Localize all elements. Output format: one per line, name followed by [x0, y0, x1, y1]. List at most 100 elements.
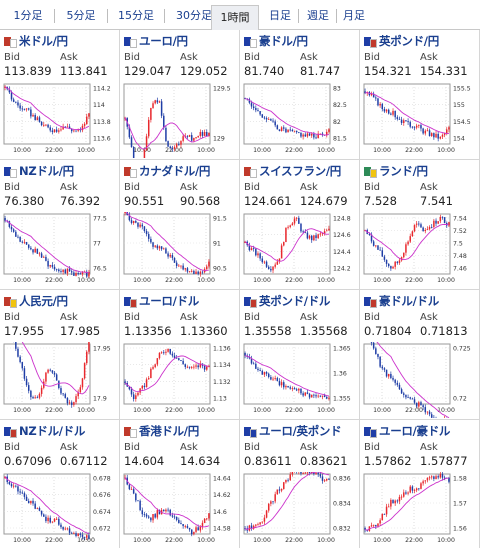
- candlestick-chart[interactable]: 17.95 17.9 10:00 22:00 10:00: [2, 342, 119, 418]
- bid-label: Bid: [124, 312, 140, 323]
- moving-average-line: [364, 477, 449, 531]
- candle-body: [58, 380, 60, 389]
- ask-label: Ask: [180, 442, 198, 453]
- candlestick-chart[interactable]: 155.5 155 154.5 154 10:00 22:00 10:00: [362, 82, 479, 158]
- candlestick-chart[interactable]: 77.5 77 76.5 10:00 22:00 10:00: [2, 212, 119, 288]
- candle-body: [81, 125, 84, 131]
- pair-link[interactable]: スイスフラン/円: [244, 163, 341, 179]
- pair-link[interactable]: 米ドル/円: [4, 33, 68, 49]
- candlestick-chart[interactable]: 1.365 1.36 1.355 10:00 22:00 10:00: [242, 342, 359, 418]
- candle-body: [190, 270, 193, 272]
- candle-body: [394, 379, 396, 383]
- candle-body: [25, 496, 28, 502]
- candle-body: [443, 477, 446, 479]
- tab-timeframe[interactable]: 5分足: [66, 9, 96, 22]
- candle-body: [79, 273, 82, 275]
- tab-timeframe[interactable]: 15分足: [118, 9, 154, 22]
- pair-link[interactable]: NZドル/ドル: [4, 423, 85, 439]
- candle-body: [255, 108, 257, 111]
- candlestick-chart[interactable]: 124.8 124.6 124.4 124.2 10:00 22:00 10:00: [242, 212, 359, 288]
- candle-body: [180, 523, 182, 525]
- pair-link[interactable]: 英ポンド/円: [364, 33, 439, 49]
- candle-body: [47, 369, 49, 373]
- candle-body: [319, 395, 322, 397]
- candlestick-chart[interactable]: 0.836 0.834 0.832 10:00 22:00 10:00: [242, 472, 359, 548]
- candle-body: [313, 133, 315, 138]
- candle-body: [252, 106, 255, 109]
- candle-body: [398, 260, 401, 263]
- x-tick-label: 22:00: [165, 147, 183, 154]
- candlestick-chart[interactable]: 0.725 0.72 10:00 22:00 10:00: [362, 342, 479, 418]
- flag-base-icon: [4, 296, 11, 306]
- candle-body: [193, 531, 195, 535]
- candle-body: [165, 127, 167, 142]
- candle-body: [201, 132, 204, 136]
- candlestick-chart[interactable]: 1.136 1.134 1.132 1.13 10:00 22:00 10:00: [122, 342, 239, 418]
- candle-body: [154, 245, 156, 247]
- candle-body: [154, 514, 156, 518]
- bid-label: Bid: [124, 52, 140, 63]
- pair-link[interactable]: 香港ドル/円: [124, 423, 199, 439]
- candle-body: [430, 227, 433, 228]
- y-tick-label: 1.132: [213, 379, 231, 386]
- pair-link[interactable]: 英ポンド/ドル: [244, 293, 330, 309]
- candle-body: [385, 259, 388, 264]
- candle-body: [208, 366, 210, 367]
- candle-body: [10, 484, 13, 487]
- tab-timeframe[interactable]: 1時間足: [211, 5, 259, 48]
- pair-link[interactable]: ユーロ/豪ドル: [364, 423, 450, 439]
- candlestick-chart[interactable]: 83 82.5 82 81.5 10:00 22:00 10:00: [242, 82, 359, 158]
- candle-body: [252, 363, 255, 365]
- tab-timeframe[interactable]: 日足: [269, 9, 291, 22]
- x-tick-label: 10:00: [197, 277, 215, 284]
- pair-link[interactable]: 人民元/円: [4, 293, 68, 309]
- tab-timeframe[interactable]: 1分足: [13, 9, 43, 22]
- candle-body: [250, 525, 253, 529]
- bid-label: Bid: [124, 182, 140, 193]
- y-tick-label: 154: [453, 136, 465, 143]
- candle-body: [88, 535, 90, 539]
- candle-body: [430, 133, 433, 136]
- candle-body: [40, 253, 43, 258]
- candle-body: [165, 509, 167, 512]
- currency-flag-icon: [364, 36, 377, 48]
- pair-link[interactable]: NZドル/円: [4, 163, 74, 179]
- candle-body: [58, 130, 60, 132]
- tab-timeframe[interactable]: 30分足: [176, 9, 212, 22]
- candle-body: [413, 127, 416, 129]
- candle-body: [150, 368, 152, 379]
- candlestick-chart[interactable]: 7.54 7.52 7.5 7.48 7.46 10:00 22:00 10:00: [362, 212, 479, 288]
- x-tick-label: 22:00: [405, 147, 423, 154]
- plot-frame: [3, 343, 91, 405]
- candle-body: [278, 258, 281, 262]
- candle-body: [300, 388, 302, 394]
- pair-link[interactable]: 豪ドル/ドル: [364, 293, 439, 309]
- moving-average-line: [376, 342, 450, 418]
- candle-body: [158, 352, 161, 359]
- candle-body: [328, 397, 330, 399]
- candlestick-chart[interactable]: 0.678 0.676 0.674 0.672 10:00 22:00 10:00: [2, 472, 119, 548]
- candlestick-chart[interactable]: 129.5 129 10:00 22:00 10:00: [122, 82, 239, 158]
- pair-link[interactable]: ユーロ/円: [124, 33, 188, 49]
- pair-link[interactable]: ユーロ/英ポンド: [244, 423, 342, 439]
- candle-body: [263, 517, 266, 522]
- candlestick-chart[interactable]: 91.5 91 90.5 10:00 22:00 10:00: [122, 212, 239, 288]
- candle-body: [250, 358, 253, 364]
- pair-link[interactable]: ランド/円: [364, 163, 428, 179]
- tab-timeframe[interactable]: 週足: [307, 9, 329, 22]
- tab-separator: [54, 9, 55, 23]
- candle-body: [321, 476, 324, 481]
- candle-body: [10, 226, 13, 230]
- candlestick-chart[interactable]: 1.58 1.57 1.56 10:00 22:00 10:00: [362, 472, 479, 548]
- candle-body: [145, 231, 148, 235]
- candle-body: [27, 244, 30, 248]
- candlestick-chart[interactable]: 14.64 14.62 14.6 14.58 10:00 22:00 10:00: [122, 472, 239, 548]
- y-tick-label: 124.4: [333, 249, 351, 256]
- candlestick-chart[interactable]: 114.2 114 113.8 113.6 10:00 22:00 10:00: [2, 82, 119, 158]
- x-tick-label: 10:00: [437, 407, 455, 414]
- candle-body: [291, 223, 294, 226]
- pair-link[interactable]: ユーロ/ドル: [124, 293, 199, 309]
- pair-link[interactable]: 豪ドル/円: [244, 33, 308, 49]
- pair-link[interactable]: カナダドル/円: [124, 163, 210, 179]
- tab-timeframe[interactable]: 月足: [343, 9, 365, 22]
